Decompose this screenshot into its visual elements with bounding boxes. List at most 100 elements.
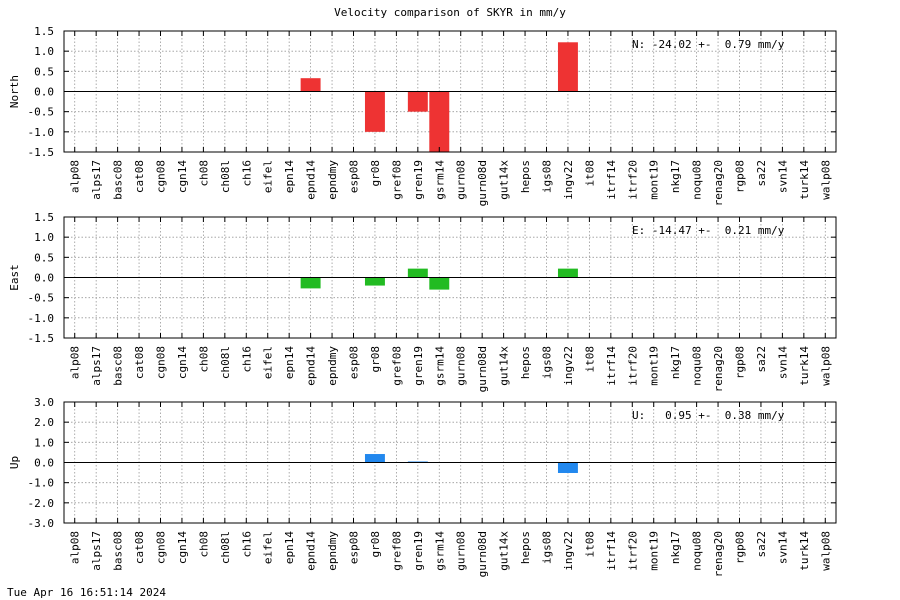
y-tick-label: -2.0	[28, 497, 55, 510]
x-tick-label: noqu08	[691, 346, 704, 386]
y-tick-label: -1.0	[28, 312, 55, 325]
x-tick-label: turk14	[798, 160, 811, 200]
y-axis-label: East	[8, 264, 21, 291]
x-tick-label: nkg17	[669, 531, 682, 564]
x-tick-label: gsrm14	[433, 531, 446, 571]
x-tick-label: epnd14	[305, 160, 318, 200]
y-tick-label: -1.0	[28, 477, 55, 490]
x-tick-label: esp08	[348, 346, 361, 379]
x-tick-label: mont19	[648, 531, 661, 571]
x-tick-label: cat08	[133, 160, 146, 193]
x-tick-label: ch08	[197, 531, 210, 558]
x-tick-label: hepos	[519, 346, 532, 379]
bar-ingv22	[557, 42, 578, 92]
x-tick-label: walp08	[819, 160, 832, 200]
x-tick-label: gurn08	[455, 531, 468, 571]
x-tick-label: gurn08	[455, 346, 468, 386]
bar-gren19	[407, 268, 428, 278]
x-tick-label: gurn08d	[476, 346, 489, 392]
x-tick-label: alp08	[69, 531, 82, 564]
x-tick-label: igs08	[541, 346, 554, 379]
x-tick-label: gsrm14	[433, 160, 446, 200]
x-tick-label: gurn08d	[476, 160, 489, 206]
x-tick-label: epndmy	[326, 160, 339, 200]
x-tick-label: cgn08	[155, 531, 168, 564]
x-tick-label: gut14x	[498, 160, 511, 200]
x-tick-label: cgn08	[155, 346, 168, 379]
x-tick-label: gurn08d	[476, 531, 489, 577]
x-tick-label: epn14	[283, 160, 296, 193]
x-tick-label: epn14	[283, 346, 296, 379]
x-tick-label: svn14	[776, 160, 789, 193]
x-tick-label: ingv22	[562, 531, 575, 571]
x-tick-label: sa22	[755, 160, 768, 187]
x-tick-label: cat08	[133, 346, 146, 379]
x-tick-label: epnd14	[305, 346, 318, 386]
x-tick-label: sa22	[755, 531, 768, 558]
y-tick-label: 0.5	[34, 65, 54, 78]
x-tick-label: noqu08	[691, 531, 704, 571]
chart-panel-east: 1.5 1.0 0.5 0.0 -0.5 -1.0 -1.5 alp08 alps17 basc0…	[8, 211, 837, 392]
y-tick-label: 1.5	[34, 25, 54, 38]
x-tick-label: igs08	[541, 160, 554, 193]
x-tick-label: noqu08	[691, 160, 704, 200]
x-tick-label: rgp08	[734, 346, 747, 379]
page-title: Velocity comparison of SKYR in mm/y	[334, 6, 566, 19]
x-tick-label: basc08	[112, 531, 125, 571]
summary-annotation: E: -14.47 +- 0.21 mm/y	[632, 224, 785, 237]
bar-ingv22	[557, 462, 578, 473]
x-tick-label: nkg17	[669, 346, 682, 379]
x-tick-label: epnd14	[305, 531, 318, 571]
x-tick-label: ingv22	[562, 160, 575, 200]
x-tick-label: cgn14	[176, 160, 189, 193]
x-tick-label: alp08	[69, 160, 82, 193]
x-tick-label: rgp08	[734, 160, 747, 193]
bar-epnd14	[300, 277, 321, 289]
plot-frame	[63, 401, 837, 524]
y-tick-label: -1.5	[28, 146, 55, 159]
y-tick-label: 0.0	[34, 86, 54, 99]
x-tick-label: alps17	[90, 160, 103, 200]
x-tick-label: hepos	[519, 531, 532, 564]
x-tick-label: hepos	[519, 160, 532, 193]
x-tick-label: ch08l	[219, 531, 232, 564]
x-tick-label: eifel	[262, 346, 275, 379]
y-tick-label: 0.0	[34, 457, 54, 470]
x-tick-label: ch08l	[219, 346, 232, 379]
summary-annotation: U: 0.95 +- 0.38 mm/y	[632, 409, 785, 422]
x-tick-label: gurn08	[455, 160, 468, 200]
y-tick-label: 1.0	[34, 231, 54, 244]
x-tick-label: cgn14	[176, 346, 189, 379]
y-axis-label: Up	[8, 456, 21, 469]
x-tick-label: gut14x	[498, 531, 511, 571]
x-tick-label: gref08	[390, 531, 403, 571]
x-tick-label: epndmy	[326, 531, 339, 571]
x-tick-label: ch16	[240, 346, 253, 373]
x-tick-label: gren19	[412, 346, 425, 386]
x-tick-label: alps17	[90, 531, 103, 571]
y-tick-label: 1.0	[34, 45, 54, 58]
x-tick-label: gr08	[369, 160, 382, 187]
y-tick-label: -0.5	[28, 292, 55, 305]
y-tick-label: 0.5	[34, 251, 54, 264]
x-tick-label: esp08	[348, 531, 361, 564]
y-tick-label: -3.0	[28, 517, 55, 530]
x-tick-label: svn14	[776, 531, 789, 564]
y-tick-label: 1.5	[34, 211, 54, 224]
x-tick-label: gut14x	[498, 346, 511, 386]
x-tick-label: svn14	[776, 346, 789, 379]
x-tick-label: ch08l	[219, 160, 232, 193]
bar-gsrm14	[429, 277, 450, 290]
plot-frame	[63, 30, 837, 153]
x-tick-label: renag20	[712, 531, 725, 577]
x-tick-label: itrf20	[626, 531, 639, 571]
x-tick-label: walp08	[819, 531, 832, 571]
x-tick-label: alp08	[69, 346, 82, 379]
y-axis-label: North	[8, 75, 21, 108]
x-tick-label: turk14	[798, 531, 811, 571]
x-tick-label: cgn08	[155, 160, 168, 193]
chart-panel-up: 3.0 2.0 1.0 0.0 -1.0 -2.0 -3.0 alp08 alps17 basc0…	[8, 396, 837, 577]
x-tick-label: cgn14	[176, 531, 189, 564]
x-tick-label: it08	[583, 160, 596, 187]
